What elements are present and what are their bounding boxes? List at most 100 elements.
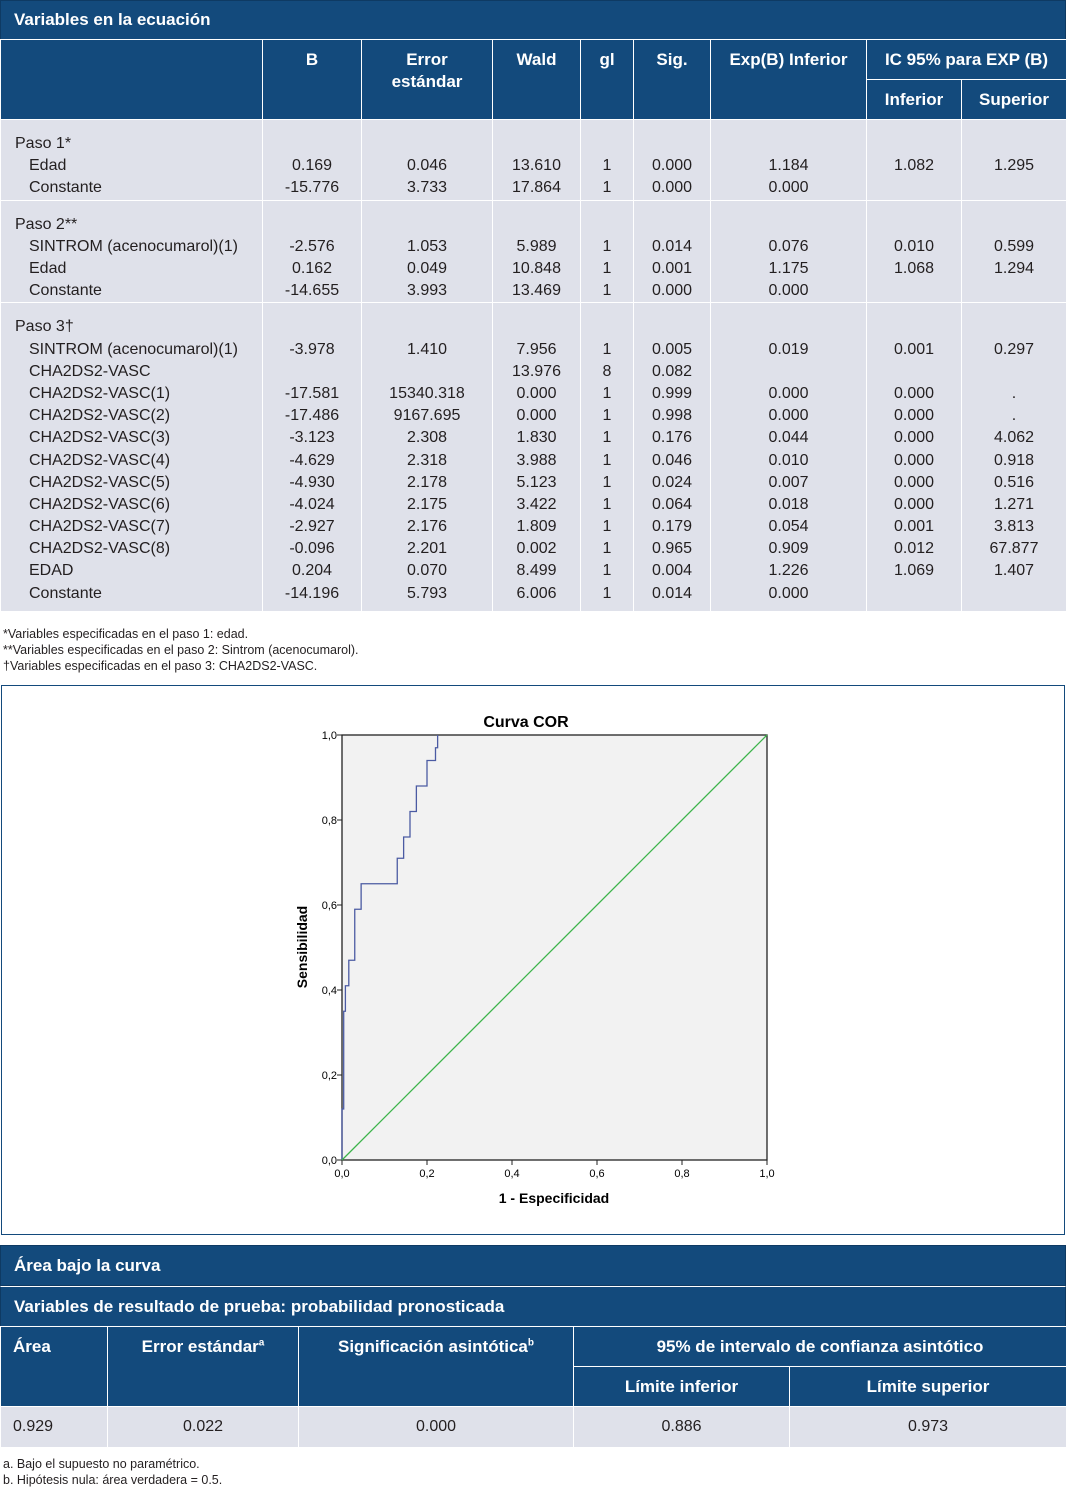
header-auc-ic: 95% de intervalo de confianza asintótico (573, 1326, 1066, 1367)
header-auc-error: Error estándara (107, 1326, 299, 1407)
x-tick-label: 0,0 (334, 1168, 349, 1180)
cell-sig: 0.005 (633, 338, 711, 361)
cell-error: 2.178 (361, 471, 493, 494)
table1-title: Variables en la ecuación (14, 10, 211, 29)
table-row: CHA2DS2-VASC(1) -17.581 15340.318 0.000 1 0.9… (0, 382, 1066, 406)
cell-expb: 0.909 (710, 538, 867, 561)
cell-sig: 0.046 (633, 449, 711, 472)
cell-b: -4.930 (262, 471, 362, 494)
cell-gl: 1 (580, 493, 634, 516)
cell-gl: 1 (580, 177, 634, 201)
cell-error: 2.175 (361, 493, 493, 516)
cell-sig: 0.000 (633, 155, 711, 178)
cell-error: 3.733 (361, 177, 493, 201)
step-spacer (0, 302, 1066, 317)
variable-name: EDAD (0, 560, 263, 583)
variable-name: CHA2DS2-VASC(6) (0, 493, 263, 516)
cell-error: 3.993 (361, 280, 493, 303)
cell-superior: 0.599 (960, 235, 1066, 258)
header-variable (0, 39, 263, 120)
y-tick-label: 0,8 (322, 815, 337, 827)
step-label: Paso 1* (0, 133, 263, 156)
table2-subtitle: Variables de resultado de prueba: probab… (14, 1296, 505, 1316)
cell-gl: 1 (580, 427, 634, 450)
variable-name: CHA2DS2-VASC(4) (0, 449, 263, 472)
cell-wald: 0.002 (492, 538, 581, 561)
roc-chart-frame: Curva COR 1 - Especificidad Sensibilidad… (1, 685, 1065, 1235)
cell-gl: 1 (580, 280, 634, 303)
auc-error-value: 0.022 (107, 1406, 299, 1448)
y-tick-label: 0,0 (322, 1155, 337, 1167)
cell-superior: 1.294 (960, 257, 1066, 281)
cell-superior (960, 360, 1066, 383)
variable-name: SINTROM (acenocumarol)(1) (0, 235, 263, 258)
table1-footnotes: *Variables especificadas en el paso 1: e… (3, 626, 359, 674)
cell-expb: 1.175 (710, 257, 867, 281)
cell-wald: 13.610 (492, 155, 581, 178)
cell-wald: 1.830 (492, 427, 581, 450)
cell-expb: 0.000 (710, 280, 867, 303)
table2-footnotes: a. Bajo el supuesto no paramétrico. b. H… (3, 1456, 222, 1488)
cell-b: -3.978 (262, 338, 362, 361)
cell-inferior: 0.012 (866, 538, 962, 561)
cell-superior: 0.516 (960, 471, 1066, 494)
variable-name: Constante (0, 582, 263, 605)
cell-inferior (866, 280, 962, 303)
cell-error: 2.176 (361, 516, 493, 539)
cell-superior (960, 280, 1066, 303)
cell-wald: 10.848 (492, 257, 581, 281)
header-auc-sig-sup: b (527, 1337, 534, 1349)
cell-error: 2.318 (361, 449, 493, 472)
step-header-row: Paso 1* (0, 133, 1066, 156)
header-inferior: Inferior (866, 79, 962, 120)
cell-wald: 3.422 (492, 493, 581, 516)
header-wald: Wald (492, 39, 581, 120)
variable-name: CHA2DS2-VASC(2) (0, 405, 263, 428)
variable-name: CHA2DS2-VASC(5) (0, 471, 263, 494)
cell-wald: 7.956 (492, 338, 581, 361)
step-spacer (0, 119, 1066, 133)
table-row: CHA2DS2-VASC(2) -17.486 9167.695 0.000 1 0.99… (0, 405, 1066, 428)
cell-gl: 1 (580, 338, 634, 361)
cell-sig: 0.082 (633, 360, 711, 383)
auc-sig-value: 0.000 (298, 1406, 574, 1448)
cell-wald: 0.000 (492, 405, 581, 428)
roc-chart: Curva COR 1 - Especificidad Sensibilidad… (294, 714, 775, 1206)
table2-title-bar: Área bajo la curva (0, 1245, 1066, 1286)
cell-error: 5.793 (361, 582, 493, 605)
cell-wald: 5.123 (492, 471, 581, 494)
cell-sig: 0.000 (633, 177, 711, 201)
cell-gl: 1 (580, 471, 634, 494)
cell-wald: 8.499 (492, 560, 581, 583)
variable-name: Constante (0, 280, 263, 303)
cell-error: 2.308 (361, 427, 493, 450)
cell-gl: 1 (580, 257, 634, 281)
y-tick-label: 1,0 (322, 730, 337, 742)
footnote-1: *Variables especificadas en el paso 1: e… (3, 627, 249, 641)
cell-inferior: 0.000 (866, 382, 962, 406)
auc-area-value: 0.929 (0, 1406, 108, 1448)
cell-inferior: 0.000 (866, 427, 962, 450)
cell-sig: 0.000 (633, 280, 711, 303)
variable-name: CHA2DS2-VASC(7) (0, 516, 263, 539)
cell-sig: 0.004 (633, 560, 711, 583)
cell-expb: 0.000 (710, 382, 867, 406)
x-tick-label: 0,4 (504, 1168, 519, 1180)
table-row: EDAD 0.204 0.070 8.499 1 0.004 1.226 1.069 1.407 (0, 560, 1066, 583)
cell-inferior: 0.000 (866, 471, 962, 494)
cell-b: -17.581 (262, 382, 362, 406)
table-row: SINTROM (acenocumarol)(1) -3.978 1.410 7.95… (0, 338, 1066, 361)
variable-name: SINTROM (acenocumarol)(1) (0, 338, 263, 361)
cell-superior (960, 582, 1066, 605)
cell-expb: 0.000 (710, 405, 867, 428)
table-row: CHA2DS2-VASC(5) -4.930 2.178 5.123 1 0.024 0.0… (0, 471, 1066, 494)
cell-gl: 1 (580, 582, 634, 605)
cell-inferior: 0.000 (866, 449, 962, 472)
cell-superior: . (960, 405, 1066, 428)
y-tick-label: 0,2 (322, 1070, 337, 1082)
cell-gl: 1 (580, 560, 634, 583)
cell-expb (710, 360, 867, 383)
variable-name: Edad (0, 155, 263, 178)
table-row: Edad 0.162 0.049 10.848 1 0.001 1.175 1.068 1.29… (0, 257, 1066, 281)
header-auc-error-sup: a (258, 1337, 265, 1349)
